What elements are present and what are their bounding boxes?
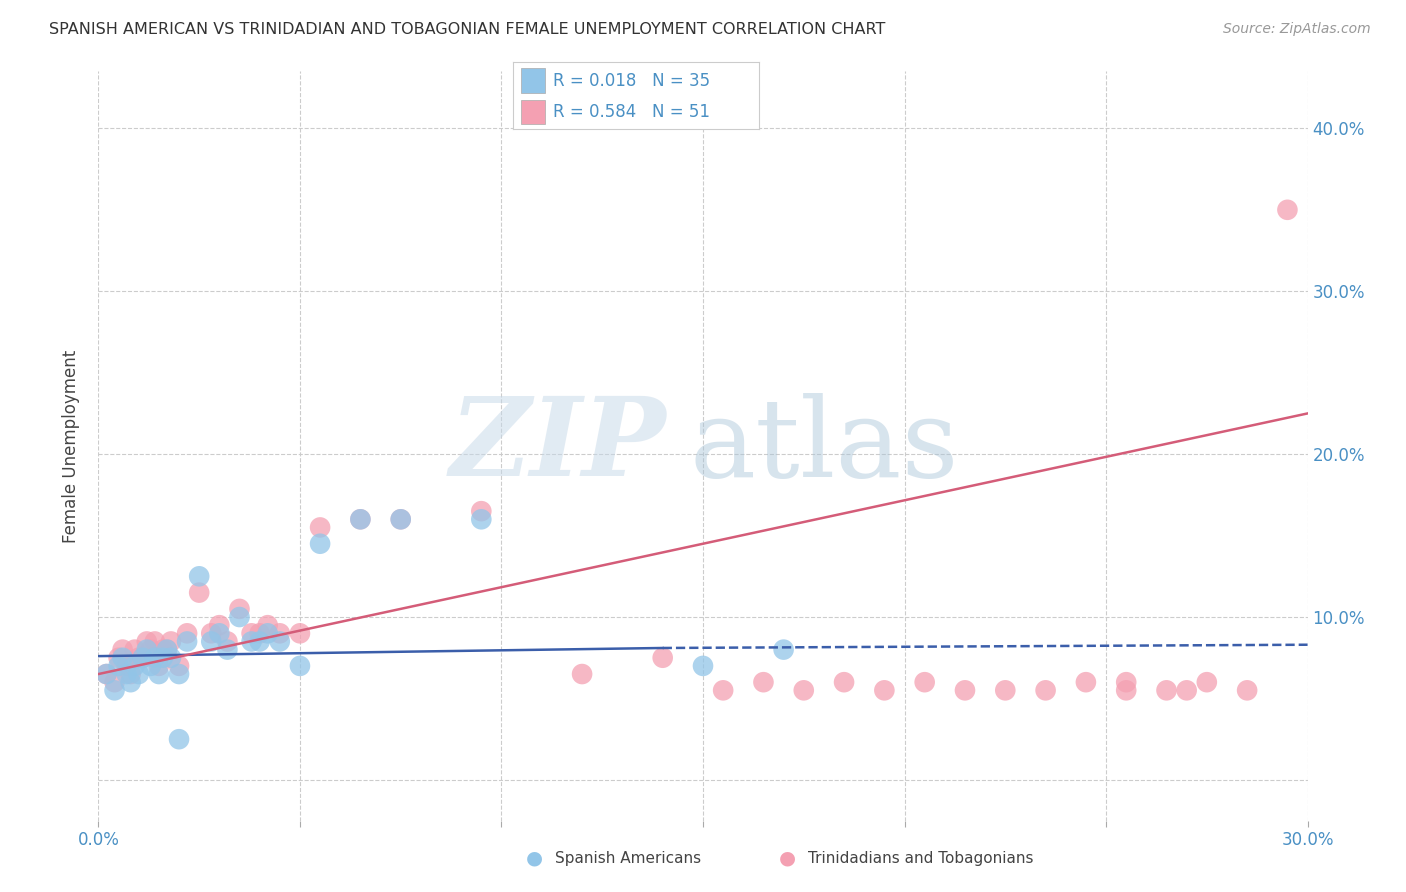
Point xyxy=(167,659,190,673)
Point xyxy=(349,512,371,526)
Text: ●: ● xyxy=(779,848,796,868)
Point xyxy=(188,569,211,583)
Point xyxy=(128,650,150,665)
Point xyxy=(309,537,332,551)
Text: R = 0.584   N = 51: R = 0.584 N = 51 xyxy=(553,103,710,121)
Point xyxy=(132,650,155,665)
Text: Source: ZipAtlas.com: Source: ZipAtlas.com xyxy=(1223,22,1371,37)
Point xyxy=(115,659,138,673)
Text: ZIP: ZIP xyxy=(450,392,666,500)
Point xyxy=(188,585,211,599)
Point xyxy=(124,642,146,657)
Point xyxy=(96,667,118,681)
Point xyxy=(832,675,855,690)
Point xyxy=(1156,683,1178,698)
Point xyxy=(132,650,155,665)
Point xyxy=(651,650,673,665)
Point xyxy=(124,659,146,673)
Point xyxy=(228,602,250,616)
Y-axis label: Female Unemployment: Female Unemployment xyxy=(62,350,80,542)
Point xyxy=(914,675,936,690)
Point xyxy=(349,512,371,526)
Point xyxy=(139,642,162,657)
Text: Trinidadians and Tobagonians: Trinidadians and Tobagonians xyxy=(808,851,1033,865)
Point xyxy=(148,659,170,673)
Point xyxy=(692,659,714,673)
Point xyxy=(240,634,263,648)
Point xyxy=(994,683,1017,698)
Point xyxy=(111,642,134,657)
Point xyxy=(156,642,179,657)
Point xyxy=(148,667,170,681)
Point xyxy=(873,683,896,698)
Point xyxy=(115,667,138,681)
Point xyxy=(103,683,125,698)
Point xyxy=(711,683,734,698)
Point xyxy=(200,634,222,648)
Point xyxy=(217,634,239,648)
Point xyxy=(1236,683,1258,698)
Point xyxy=(1195,675,1218,690)
Point xyxy=(143,634,166,648)
Point xyxy=(256,618,278,632)
Point xyxy=(1277,202,1299,217)
Point xyxy=(160,650,183,665)
Point xyxy=(228,610,250,624)
Point xyxy=(111,650,134,665)
Point xyxy=(120,667,142,681)
Point xyxy=(1074,675,1097,690)
Text: SPANISH AMERICAN VS TRINIDADIAN AND TOBAGONIAN FEMALE UNEMPLOYMENT CORRELATION C: SPANISH AMERICAN VS TRINIDADIAN AND TOBA… xyxy=(49,22,886,37)
Point xyxy=(152,650,174,665)
Point xyxy=(167,732,190,747)
Point xyxy=(1175,683,1198,698)
Point xyxy=(217,642,239,657)
Point xyxy=(135,634,157,648)
Text: Spanish Americans: Spanish Americans xyxy=(555,851,702,865)
Point xyxy=(139,659,162,673)
Point xyxy=(1115,683,1137,698)
Point xyxy=(176,626,198,640)
Point xyxy=(256,626,278,640)
Point xyxy=(249,634,271,648)
Point xyxy=(208,618,231,632)
Point xyxy=(309,520,332,534)
Point xyxy=(389,512,412,526)
Point xyxy=(120,675,142,690)
Point xyxy=(269,634,291,648)
Point xyxy=(571,667,593,681)
Text: R = 0.018   N = 35: R = 0.018 N = 35 xyxy=(553,71,710,89)
Point xyxy=(752,675,775,690)
Point xyxy=(107,650,129,665)
Point xyxy=(208,626,231,640)
Point xyxy=(128,667,150,681)
Point xyxy=(389,512,412,526)
Point xyxy=(176,634,198,648)
Point xyxy=(135,642,157,657)
Point xyxy=(288,626,311,640)
Point xyxy=(200,626,222,640)
Bar xyxy=(520,69,546,93)
Point xyxy=(953,683,976,698)
Point xyxy=(167,667,190,681)
Point xyxy=(249,626,271,640)
Point xyxy=(96,667,118,681)
Point xyxy=(470,504,492,518)
Point xyxy=(156,642,179,657)
Point xyxy=(240,626,263,640)
Point xyxy=(772,642,794,657)
Bar xyxy=(520,100,546,124)
Point xyxy=(160,634,183,648)
Point xyxy=(107,659,129,673)
Point xyxy=(1035,683,1057,698)
Text: atlas: atlas xyxy=(689,392,959,500)
Point xyxy=(269,626,291,640)
Point xyxy=(152,642,174,657)
Point xyxy=(793,683,815,698)
Point xyxy=(143,650,166,665)
Text: ●: ● xyxy=(526,848,543,868)
Point xyxy=(288,659,311,673)
Point xyxy=(103,675,125,690)
Point xyxy=(1115,675,1137,690)
Point xyxy=(470,512,492,526)
